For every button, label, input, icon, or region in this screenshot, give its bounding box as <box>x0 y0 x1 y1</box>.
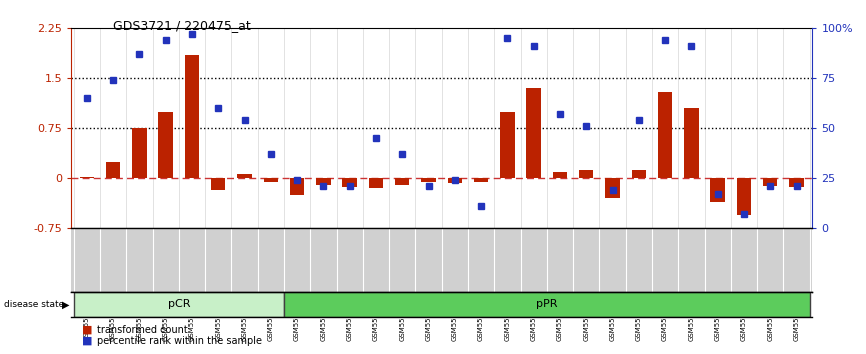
Bar <box>789 178 804 187</box>
Bar <box>448 178 462 183</box>
Bar <box>474 178 488 182</box>
Bar <box>605 178 620 198</box>
Bar <box>501 112 514 178</box>
Text: transformed count: transformed count <box>97 325 188 335</box>
Bar <box>631 170 646 178</box>
Bar <box>158 112 173 178</box>
Bar <box>342 178 357 187</box>
Bar <box>684 108 699 178</box>
Bar <box>369 178 383 188</box>
Text: ▶: ▶ <box>62 299 70 309</box>
Text: pCR: pCR <box>167 299 190 309</box>
Bar <box>132 129 146 178</box>
Bar <box>184 55 199 178</box>
Bar <box>553 172 567 178</box>
Bar <box>211 178 225 190</box>
Text: ■: ■ <box>82 336 93 346</box>
Bar <box>106 162 120 178</box>
Bar <box>263 178 278 182</box>
Bar <box>579 170 593 178</box>
Text: ■: ■ <box>82 325 93 335</box>
Bar <box>74 292 284 317</box>
Bar <box>763 178 778 186</box>
Text: pPR: pPR <box>536 299 558 309</box>
Bar <box>80 177 94 178</box>
Bar <box>316 178 331 185</box>
Bar <box>737 178 751 215</box>
Bar <box>658 92 672 178</box>
Bar <box>421 178 436 182</box>
Text: percentile rank within the sample: percentile rank within the sample <box>97 336 262 346</box>
Text: disease state: disease state <box>4 300 65 309</box>
Bar <box>290 178 304 195</box>
Bar <box>237 174 252 178</box>
Text: GDS3721 / 220475_at: GDS3721 / 220475_at <box>113 19 250 33</box>
Bar <box>284 292 810 317</box>
Bar <box>395 178 410 185</box>
Bar <box>527 88 541 178</box>
Bar <box>710 178 725 202</box>
